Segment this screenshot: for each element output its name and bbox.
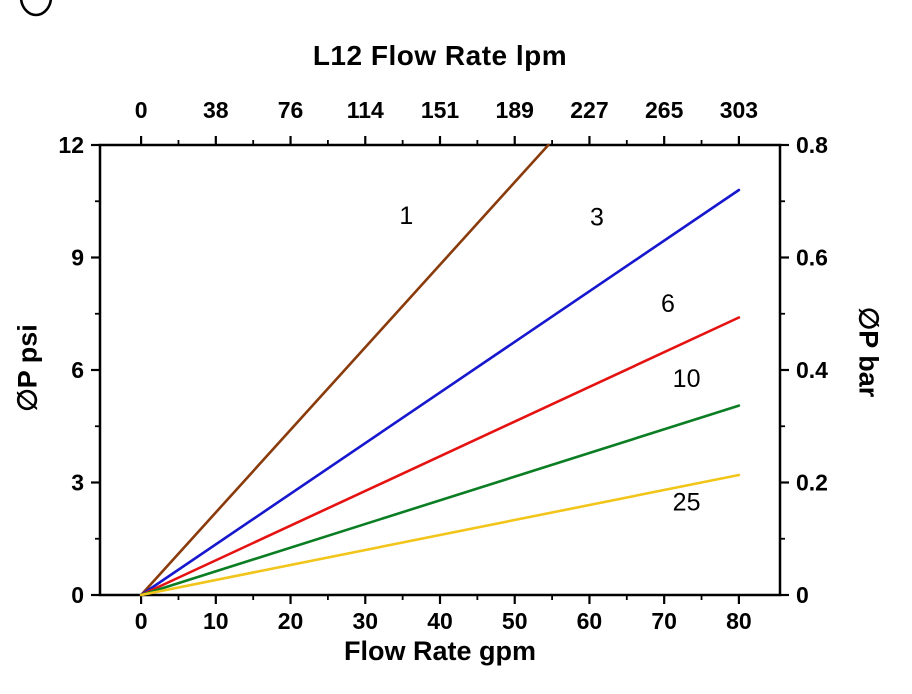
top-axis-tick-label: 114 — [347, 97, 384, 123]
series-line-25 — [139, 473, 741, 597]
x-axis-tick-label: 30 — [352, 608, 378, 634]
right-axis-title: ∅P bar — [853, 306, 884, 398]
series-label-6: 6 — [661, 290, 675, 318]
series-label-1: 1 — [399, 202, 413, 230]
x-axis-tick-label: 80 — [726, 608, 752, 634]
x-axis-tick-label: 40 — [427, 608, 453, 634]
series-label-10: 10 — [673, 365, 701, 393]
x-axis-tick-label: 20 — [278, 608, 304, 634]
series-line-6 — [139, 316, 741, 597]
series-label-25: 25 — [673, 489, 701, 517]
right-axis-tick-label: 0.4 — [796, 357, 828, 383]
y-axis-tick-label: 3 — [71, 470, 84, 496]
y-axis-tick-label: 0 — [71, 582, 84, 608]
top-axis-tick-label: 76 — [278, 97, 304, 123]
corner-logo-arc — [19, 0, 53, 17]
top-axis-tick-label: 189 — [496, 97, 534, 123]
right-axis-tick-label: 0.2 — [796, 470, 828, 496]
series-line-3 — [139, 188, 741, 597]
right-axis-tick-label: 0 — [796, 582, 809, 608]
top-axis-tick-label: 38 — [203, 97, 229, 123]
top-axis-title: L12 Flow Rate lpm — [312, 40, 568, 71]
top-axis-tick-label: 303 — [720, 97, 758, 123]
series-line-10 — [139, 404, 741, 597]
right-axis-tick-label: 0.6 — [796, 245, 828, 271]
x-axis-tick-label: 0 — [135, 608, 148, 634]
series-line-1 — [139, 143, 550, 597]
top-axis-tick-label: 227 — [570, 97, 608, 123]
top-axis-tick-label: 0 — [135, 97, 148, 123]
y-axis-tick-label: 6 — [71, 357, 84, 383]
left-axis-title: ∅P psi — [12, 324, 43, 412]
x-axis-tick-label: 70 — [651, 608, 677, 634]
bottom-axis-title: Flow Rate gpm — [343, 636, 536, 666]
series-label-3: 3 — [590, 204, 604, 232]
top-axis-tick-label: 151 — [421, 97, 460, 123]
right-axis-tick-label: 0.8 — [796, 132, 828, 158]
x-axis-tick-label: 10 — [203, 608, 229, 634]
y-axis-tick-label: 9 — [71, 245, 84, 271]
x-axis-tick-label: 50 — [502, 608, 528, 634]
y-axis-tick-label: 12 — [58, 132, 84, 158]
top-axis-tick-label: 265 — [645, 97, 684, 123]
x-axis-tick-label: 60 — [577, 608, 603, 634]
